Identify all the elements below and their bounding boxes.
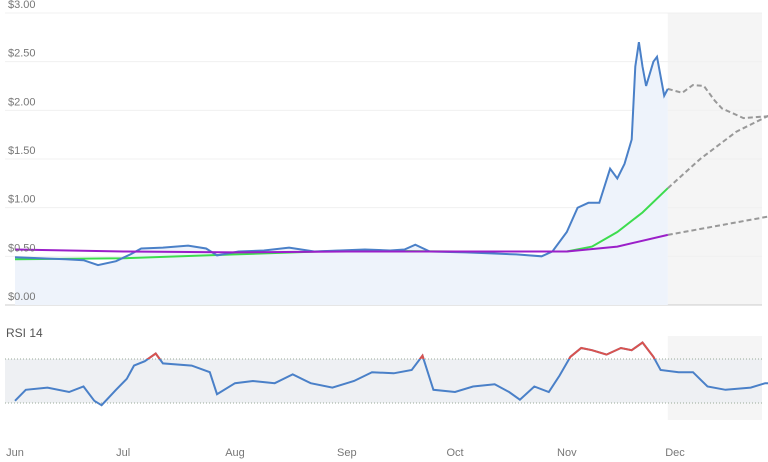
x-tick-label: Sep — [337, 447, 357, 459]
price-area — [15, 42, 668, 305]
x-tick-label: Nov — [557, 447, 577, 459]
rsi-title: RSI 14 — [6, 326, 43, 340]
y-tick-label: $0.00 — [8, 291, 36, 303]
x-tick-label: Oct — [446, 447, 463, 459]
rsi-overbought-line — [146, 341, 656, 359]
x-tick-label: Aug — [225, 447, 245, 459]
y-tick-label: $1.50 — [8, 145, 36, 157]
sma-long-line — [14, 233, 669, 254]
sma-short-forecast-line — [667, 114, 768, 189]
sma-long-forecast-line — [667, 215, 768, 236]
price-forecast-line — [667, 83, 768, 120]
y-tick-label: $2.00 — [8, 96, 36, 108]
x-tick-label: Dec — [665, 447, 685, 459]
y-tick-label: $3.00 — [8, 0, 36, 11]
x-tick-label: Jun — [6, 447, 24, 459]
y-tick-label: $0.50 — [8, 242, 36, 254]
x-tick-label: Jul — [116, 447, 130, 459]
y-tick-label: $2.50 — [8, 48, 36, 60]
y-tick-label: $1.00 — [8, 194, 36, 206]
rsi-band — [5, 359, 762, 403]
